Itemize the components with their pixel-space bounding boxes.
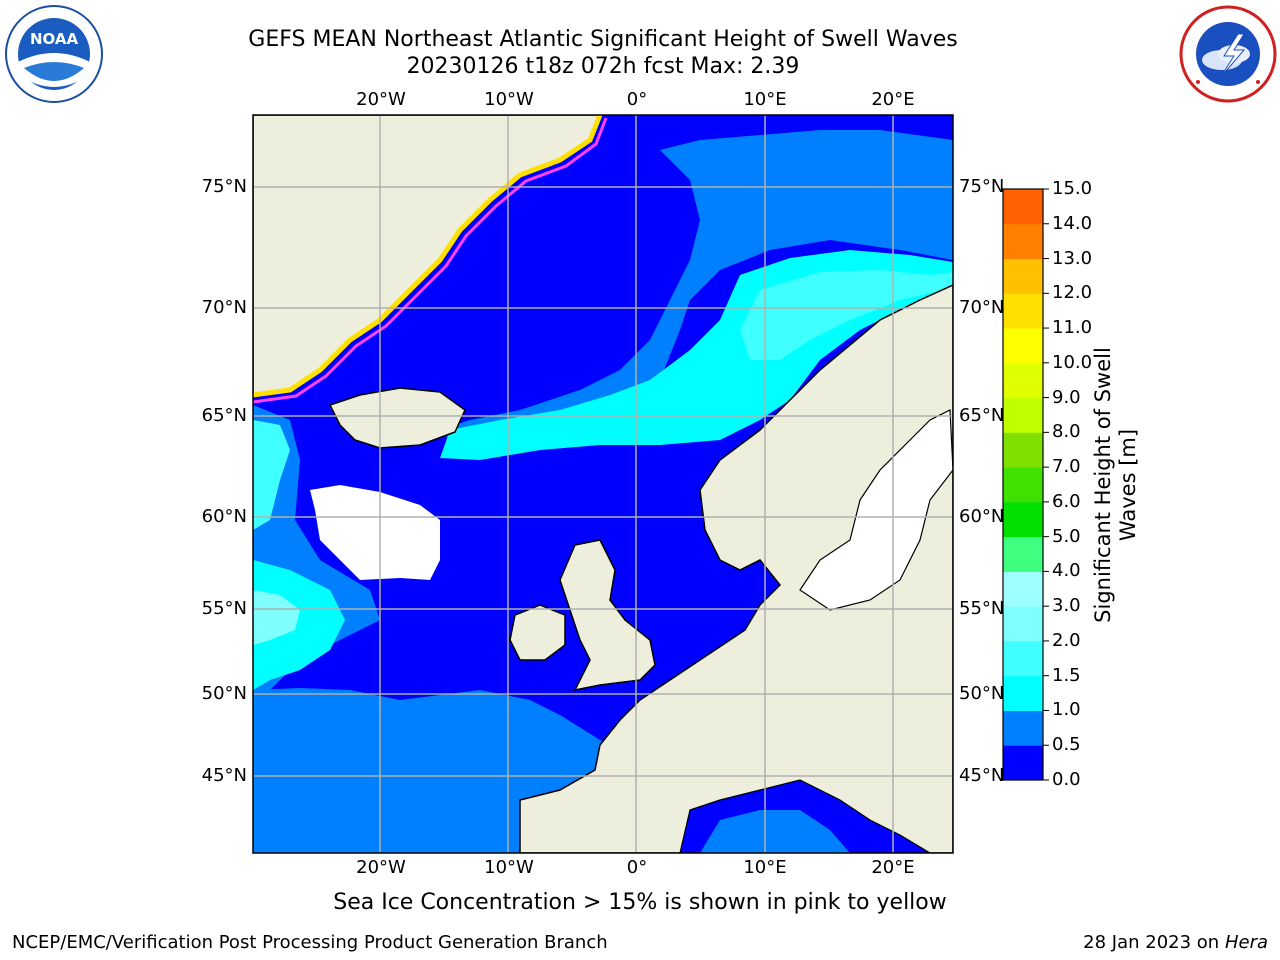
colorbar-frame <box>1002 188 1044 781</box>
nws-logo <box>1178 4 1278 108</box>
colorbar-tick-label: 2.0 <box>1052 629 1081 651</box>
swell-band-20-25-west <box>253 590 300 645</box>
colorbar-tick-label: 4.0 <box>1052 560 1081 582</box>
colorbar-tick-label: 11.0 <box>1052 317 1093 339</box>
lat-label-right: 45°N <box>959 765 1005 786</box>
colorbar-tick-label: 12.0 <box>1052 282 1093 304</box>
colorbar-segment <box>1003 501 1043 538</box>
sea-ice-edge-pink <box>253 117 608 404</box>
swell-band-05-10-north <box>440 130 953 450</box>
swell-band-15-20 <box>740 270 953 360</box>
lat-label-right: 65°N <box>959 405 1005 426</box>
land-great-britain <box>559 539 656 692</box>
colorbar-segment <box>1003 189 1043 225</box>
colorbar-segment <box>1003 710 1043 746</box>
lon-label-top: 10°E <box>743 89 787 110</box>
colorbar-segment <box>1003 432 1043 468</box>
date-stamp: 28 Jan 2023 on Hera <box>1083 932 1268 953</box>
baltic-sea <box>799 409 953 611</box>
chart-subtitle: 20230126 t18z 072h fcst Max: 2.39 <box>406 54 800 79</box>
colorbar-tick-label: 10.0 <box>1052 351 1093 373</box>
colorbar <box>1003 189 1043 781</box>
colorbar-segment <box>1003 536 1043 572</box>
lat-label-left: 45°N <box>201 765 247 786</box>
colorbar-tick-label: 8.0 <box>1052 421 1081 443</box>
colorbar-tick-label: 7.0 <box>1052 456 1081 478</box>
colorbar-tick-label: 14.0 <box>1052 212 1093 234</box>
sea-ice-edge <box>253 115 603 398</box>
colorbar-segment <box>1003 328 1043 364</box>
lon-label-bottom: 20°W <box>356 857 406 878</box>
land-ireland <box>509 604 566 661</box>
date-text: 28 Jan 2023 on <box>1083 932 1225 953</box>
colorbar-segment <box>1003 571 1043 607</box>
colorbar-segment <box>1003 223 1043 260</box>
colorbar-tick-label: 1.0 <box>1052 699 1081 721</box>
missing-data-patch <box>310 485 440 580</box>
colorbar-tick-label: 15.0 <box>1052 178 1093 199</box>
lon-label-top: 20°W <box>356 89 406 110</box>
lon-label-bottom: 10°E <box>743 857 787 878</box>
noaa-logo-text: NOAA <box>30 30 79 48</box>
colorbar-tick-label: 0.0 <box>1052 769 1081 790</box>
mediterranean-band <box>700 810 850 853</box>
colorbar-segment <box>1003 606 1043 642</box>
lon-label-top: 10°W <box>484 89 534 110</box>
colorbar-tick-label: 6.0 <box>1052 490 1081 512</box>
colorbar-tick-label: 3.0 <box>1052 595 1081 617</box>
credit-text: NCEP/EMC/Verification Post Processing Pr… <box>12 932 608 953</box>
swell-band-10-15-west <box>253 560 345 690</box>
lat-label-left: 65°N <box>201 405 247 426</box>
map-frame <box>252 114 954 854</box>
lon-label-bottom: 10°W <box>484 857 534 878</box>
lat-label-right: 60°N <box>959 506 1005 527</box>
chart-title: GEFS MEAN Northeast Atlantic Significant… <box>248 27 958 52</box>
colorbar-tick-label: 1.5 <box>1052 664 1081 686</box>
sea-ice-note: Sea Ice Concentration > 15% is shown in … <box>333 890 947 915</box>
lat-label-left: 50°N <box>201 683 247 704</box>
lat-label-right: 75°N <box>959 176 1005 197</box>
lon-label-top: 20°E <box>871 89 915 110</box>
lat-label-left: 60°N <box>201 506 247 527</box>
colorbar-segment <box>1003 675 1043 711</box>
colorbar-segment <box>1003 640 1043 677</box>
lat-label-right: 55°N <box>959 598 1005 619</box>
land-europe <box>519 284 953 853</box>
lon-label-bottom: 0° <box>626 857 648 878</box>
lat-label-left: 70°N <box>201 297 247 318</box>
colorbar-tick-label: 9.0 <box>1052 386 1081 408</box>
swell-band-15-20-west <box>253 420 290 530</box>
colorbar-segment <box>1003 745 1043 781</box>
colorbar-tick-label: 0.5 <box>1052 734 1081 756</box>
lat-label-right: 50°N <box>959 683 1005 704</box>
lat-label-left: 75°N <box>201 176 247 197</box>
lon-label-bottom: 20°E <box>871 857 915 878</box>
colorbar-segment <box>1003 362 1043 399</box>
colorbar-title: Significant Height of Swell Waves [m] <box>1091 347 1140 623</box>
lat-label-left: 55°N <box>201 598 247 619</box>
machine-name: Hera <box>1224 932 1268 953</box>
lat-label-right: 70°N <box>959 297 1005 318</box>
graticule <box>253 115 953 853</box>
colorbar-segment <box>1003 293 1043 329</box>
land-iceland <box>328 387 466 449</box>
colorbar-segment <box>1003 397 1043 433</box>
lon-label-top: 0° <box>626 89 648 110</box>
colorbar-segment <box>1003 258 1043 294</box>
noaa-logo: NOAA <box>4 4 104 108</box>
colorbar-segment <box>1003 467 1043 503</box>
colorbar-tick-label: 5.0 <box>1052 525 1081 547</box>
colorbar-tick-label: 13.0 <box>1052 247 1093 269</box>
